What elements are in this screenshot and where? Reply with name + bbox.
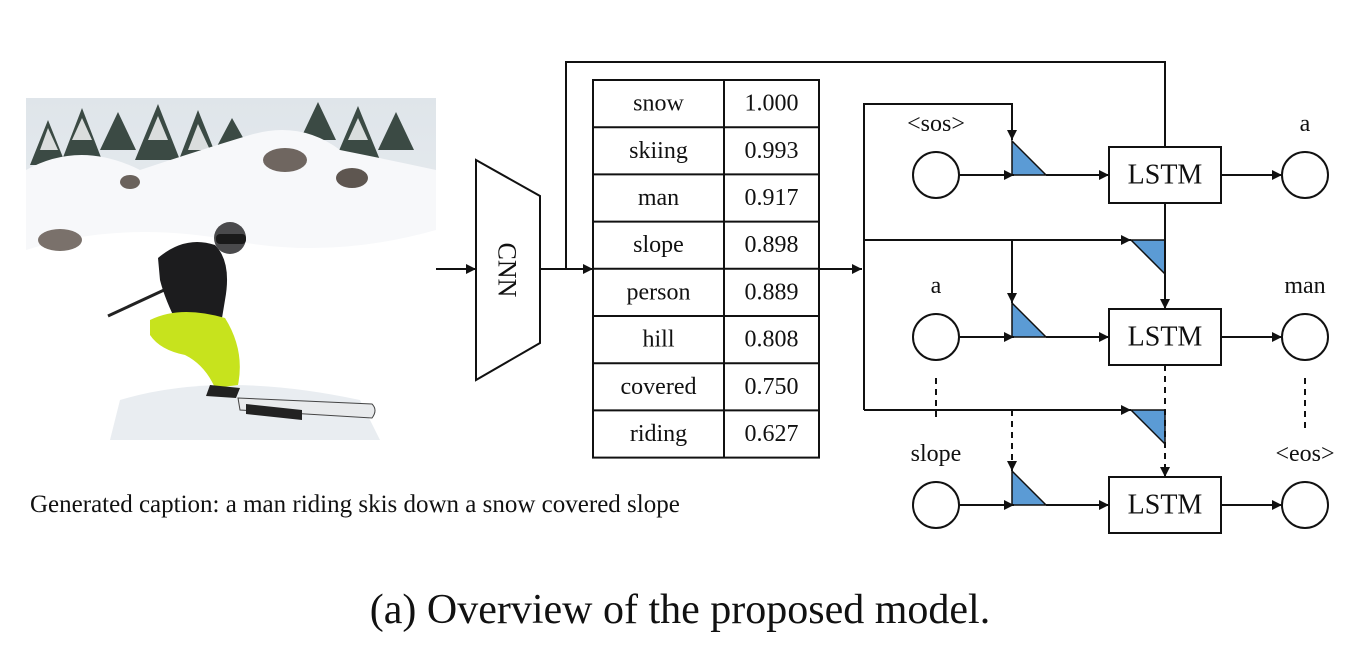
input-word-node xyxy=(912,151,960,199)
input-word-label: slope xyxy=(911,441,962,467)
attribute-word: man xyxy=(638,185,679,211)
lstm-cell xyxy=(1108,146,1222,204)
lstm-label: LSTM xyxy=(1128,322,1203,353)
lstm-label: LSTM xyxy=(1128,490,1203,521)
attribute-word: covered xyxy=(621,374,697,400)
output-word-label: a xyxy=(1300,111,1311,137)
attribute-word: hill xyxy=(642,327,674,353)
attribute-word: riding xyxy=(630,421,687,447)
input-attention-icon xyxy=(1011,469,1048,506)
attribute-score: 1.000 xyxy=(745,91,799,117)
output-word-node xyxy=(1281,313,1329,361)
cnn-label: CNN xyxy=(493,243,522,298)
lstm-label: LSTM xyxy=(1128,160,1203,191)
output-word-node xyxy=(1281,151,1329,199)
attribute-word: skiing xyxy=(629,138,688,164)
input-attention-icon xyxy=(1011,139,1048,176)
lstm-decoder: <sos> LSTM a a LSTM man slope LSTM <eos> xyxy=(863,103,1335,534)
input-word-node xyxy=(912,313,960,361)
attribute-score: 0.917 xyxy=(745,185,799,211)
cnn-block: CNN xyxy=(475,158,541,382)
attribute-word: snow xyxy=(633,91,684,117)
output-word-label: <eos> xyxy=(1275,441,1334,467)
figure-caption: (a) Overview of the proposed model. xyxy=(370,587,990,633)
input-word-label: a xyxy=(931,273,942,299)
generated-caption: Generated caption: a man riding skis dow… xyxy=(30,491,680,518)
attribute-table: snow 1.000 skiing 0.993 man 0.917 slope 0.898 pe… xyxy=(592,79,820,459)
output-word-label: man xyxy=(1284,273,1325,299)
hidden-attention-icon xyxy=(1129,239,1166,276)
attribute-score: 0.889 xyxy=(745,279,799,305)
attribute-word: person xyxy=(627,279,691,305)
output-word-node xyxy=(1281,481,1329,529)
input-word-label: <sos> xyxy=(907,111,965,137)
input-image xyxy=(26,98,436,440)
attribute-score: 0.750 xyxy=(745,374,799,400)
attribute-score: 0.808 xyxy=(745,327,799,353)
input-word-node xyxy=(912,481,960,529)
skier-figure xyxy=(107,222,376,420)
attribute-score: 0.898 xyxy=(745,232,799,258)
input-attention-icon xyxy=(1011,301,1048,338)
bus-to-input-attention xyxy=(863,103,1017,240)
attribute-word: slope xyxy=(633,232,684,258)
cnn-to-lstm-feed xyxy=(565,61,1170,269)
hidden-attention-icon xyxy=(1129,409,1166,446)
attribute-score: 0.627 xyxy=(745,421,799,447)
lstm-cell xyxy=(1108,476,1222,534)
attribute-score: 0.993 xyxy=(745,138,799,164)
